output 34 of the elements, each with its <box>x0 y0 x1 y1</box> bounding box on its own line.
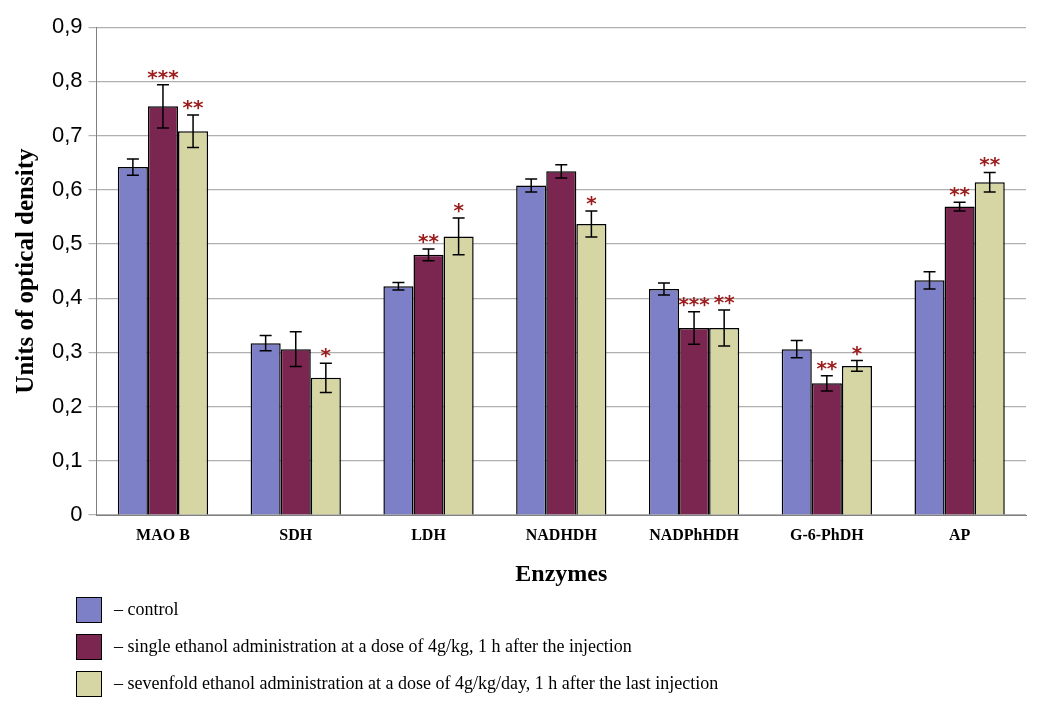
x-axis-title: Enzymes <box>515 559 608 586</box>
y-tick-label: 0,9 <box>51 13 83 39</box>
data-label: ** <box>816 355 838 380</box>
y-tick-label: 0,8 <box>51 67 83 93</box>
y-tick-label: 0,3 <box>51 338 83 364</box>
x-tick-label: SDH <box>279 525 313 543</box>
data-label: * <box>586 190 598 215</box>
data-label: ** <box>713 290 736 315</box>
data-label: * <box>320 343 332 368</box>
y-tick-label: 0,1 <box>51 446 83 472</box>
data-label: ** <box>979 152 1001 177</box>
x-tick-label: NADPhHDH <box>649 525 740 543</box>
data-label: ** <box>949 182 971 207</box>
data-label: * <box>453 197 465 222</box>
x-tick-label: LDH <box>411 525 447 543</box>
y-tick-label: 0,4 <box>51 284 83 310</box>
y-tick-label: 0,6 <box>51 175 83 201</box>
y-tick-label: 0 <box>70 501 83 527</box>
y-tick-label: 0,5 <box>51 230 83 256</box>
data-label: *** <box>147 64 180 89</box>
data-label: * <box>851 340 863 365</box>
x-tick-label: G-6-PhDH <box>789 525 865 543</box>
x-tick-label: AP <box>948 525 971 543</box>
legend-label: – control <box>114 599 179 620</box>
y-tick-label: 0,2 <box>51 392 83 418</box>
data-label: ** <box>182 95 205 119</box>
data-label: ** <box>418 228 440 253</box>
data-label: *** <box>678 291 711 316</box>
legend-label: – single ethanol administration at a dose of 4g/kg, 1 h after the injection <box>114 636 632 657</box>
legend-label: – sevenfold ethanol administration at a dose of 4g/kg/day, 1 h after the last injection <box>114 673 719 694</box>
x-tick-label: MAO B <box>136 525 191 543</box>
x-tick-label: NADHDH <box>525 525 598 543</box>
y-axis-title: Units of optical density <box>11 148 39 394</box>
y-tick-label: 0,7 <box>51 121 83 147</box>
